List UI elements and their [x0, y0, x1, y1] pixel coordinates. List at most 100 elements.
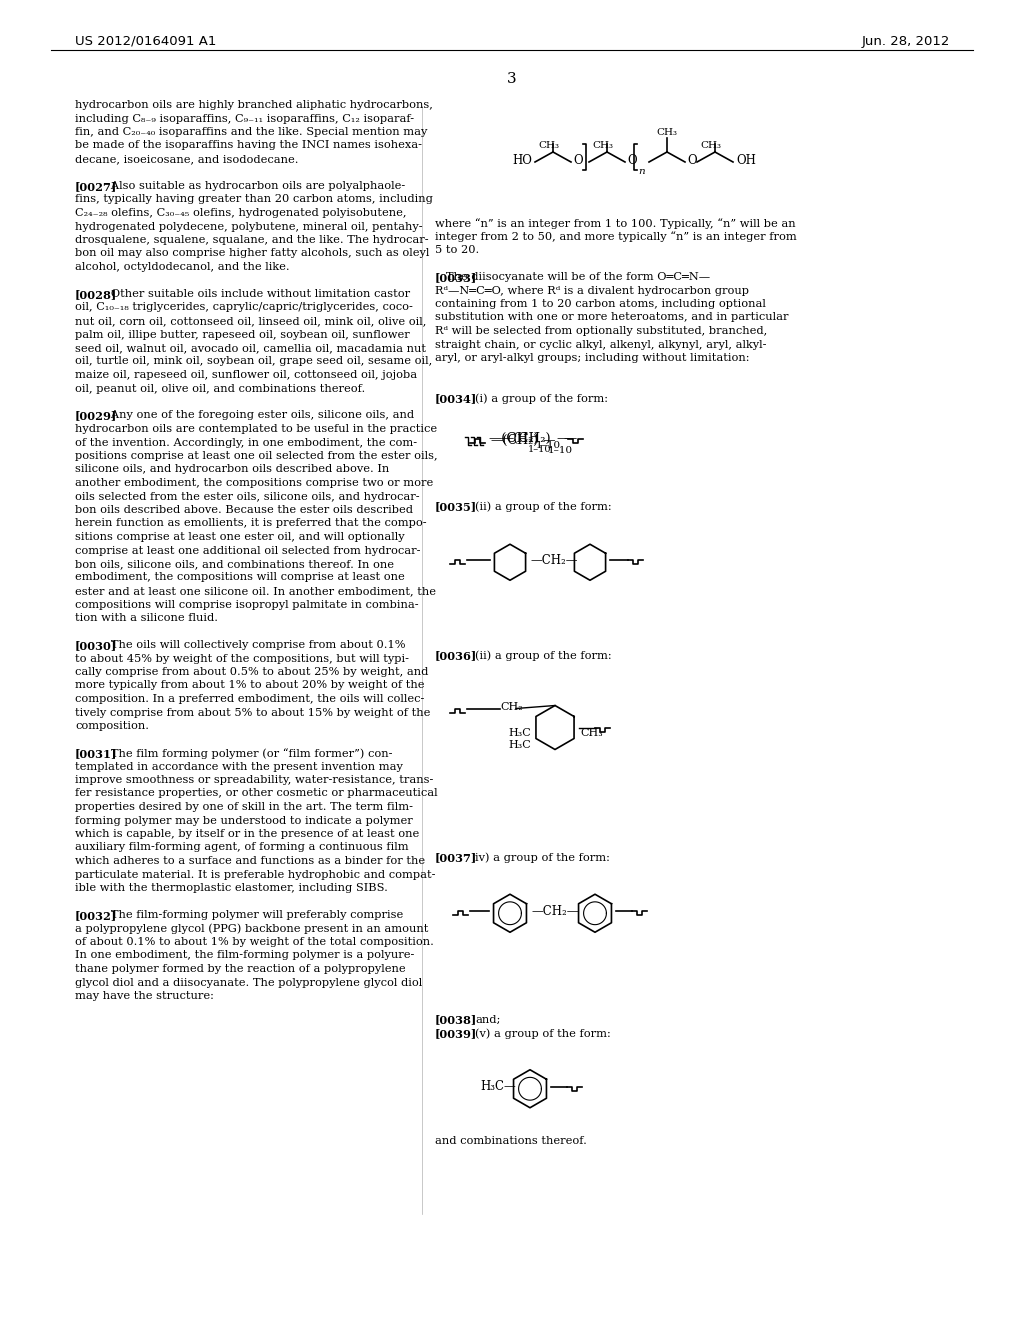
Text: —CH₂—: —CH₂— [530, 554, 578, 566]
Text: comprise at least one additional oil selected from hydrocar-: comprise at least one additional oil sel… [75, 545, 421, 556]
Text: forming polymer may be understood to indicate a polymer: forming polymer may be understood to ind… [75, 816, 413, 825]
Text: —: — [556, 432, 569, 445]
Text: another embodiment, the compositions comprise two or more: another embodiment, the compositions com… [75, 478, 433, 488]
Text: [0032]: [0032] [75, 909, 118, 921]
Text: H₃C: H₃C [508, 727, 530, 738]
Text: hydrogenated polydecene, polybutene, mineral oil, pentahy-: hydrogenated polydecene, polybutene, min… [75, 222, 423, 231]
Text: embodiment, the compositions will comprise at least one: embodiment, the compositions will compri… [75, 573, 404, 582]
Text: straight chain, or cyclic alkyl, alkenyl, alkynyl, aryl, alkyl-: straight chain, or cyclic alkyl, alkenyl… [435, 339, 767, 350]
Text: [0038]: [0038] [435, 1015, 477, 1026]
Text: Also suitable as hydrocarbon oils are polyalphaole-: Also suitable as hydrocarbon oils are po… [100, 181, 406, 191]
Text: [0035]: [0035] [435, 502, 477, 512]
Text: oil, C₁₀₋₁₈ triglycerides, caprylic/capric/triglycerides, coco-: oil, C₁₀₋₁₈ triglycerides, caprylic/capr… [75, 302, 413, 313]
Text: [0027]: [0027] [75, 181, 118, 191]
Text: auxiliary film-forming agent, of forming a continuous film: auxiliary film-forming agent, of forming… [75, 842, 409, 853]
Text: oil, peanut oil, olive oil, and combinations thereof.: oil, peanut oil, olive oil, and combinat… [75, 384, 366, 393]
Text: including C₈₋₉ isoparaffins, C₉₋₁₁ isoparaffins, C₁₂ isoparaf-: including C₈₋₉ isoparaffins, C₉₋₁₁ isopa… [75, 114, 414, 124]
Text: Other suitable oils include without limitation castor: Other suitable oils include without limi… [100, 289, 411, 300]
Text: positions comprise at least one oil selected from the ester oils,: positions comprise at least one oil sele… [75, 451, 437, 461]
Text: CH₃: CH₃ [539, 141, 559, 150]
Text: [0030]: [0030] [75, 640, 118, 651]
Text: fin, and C₂₀₋₄₀ isoparaffins and the like. Special mention may: fin, and C₂₀₋₄₀ isoparaffins and the lik… [75, 127, 427, 137]
Text: to about 45% by weight of the compositions, but will typi-: to about 45% by weight of the compositio… [75, 653, 409, 664]
Text: glycol diol and a diisocyanate. The polypropylene glycol diol: glycol diol and a diisocyanate. The poly… [75, 978, 422, 987]
Text: properties desired by one of skill in the art. The term film-: properties desired by one of skill in th… [75, 803, 413, 812]
Text: [0029]: [0029] [75, 411, 118, 421]
Text: Any one of the foregoing ester oils, silicone oils, and: Any one of the foregoing ester oils, sil… [100, 411, 415, 421]
Text: bon oil may also comprise higher fatty alcohols, such as oleyl: bon oil may also comprise higher fatty a… [75, 248, 429, 259]
Text: and combinations thereof.: and combinations thereof. [435, 1137, 587, 1146]
Text: substitution with one or more heteroatoms, and in particular: substitution with one or more heteroatom… [435, 313, 788, 322]
Text: nut oil, corn oil, cottonseed oil, linseed oil, mink oil, olive oil,: nut oil, corn oil, cottonseed oil, linse… [75, 315, 426, 326]
Text: may have the structure:: may have the structure: [75, 991, 214, 1001]
Text: C₂₄₋₂₈ olefins, C₃₀₋₄₅ olefins, hydrogenated polyisobutene,: C₂₄₋₂₈ olefins, C₃₀₋₄₅ olefins, hydrogen… [75, 209, 407, 218]
Text: Jun. 28, 2012: Jun. 28, 2012 [861, 36, 950, 48]
Text: particulate material. It is preferable hydrophobic and compat-: particulate material. It is preferable h… [75, 870, 435, 879]
Text: [0028]: [0028] [75, 289, 118, 300]
Text: ester and at least one silicone oil. In another embodiment, the: ester and at least one silicone oil. In … [75, 586, 436, 597]
Text: CH₃: CH₃ [656, 128, 678, 137]
Text: decane, isoeicosane, and isododecane.: decane, isoeicosane, and isododecane. [75, 154, 299, 164]
Text: where “n” is an integer from 1 to 100. Typically, “n” will be an: where “n” is an integer from 1 to 100. T… [435, 218, 796, 228]
Text: aryl, or aryl-alkyl groups; including without limitation:: aryl, or aryl-alkyl groups; including wi… [435, 352, 750, 363]
Text: —: — [542, 434, 555, 447]
Text: —(CH₂): —(CH₂) [488, 432, 539, 445]
Text: tion with a silicone fluid.: tion with a silicone fluid. [75, 612, 218, 623]
Text: Rᵈ will be selected from optionally substituted, branched,: Rᵈ will be selected from optionally subs… [435, 326, 767, 337]
Text: which is capable, by itself or in the presence of at least one: which is capable, by itself or in the pr… [75, 829, 419, 840]
Text: O: O [627, 153, 637, 166]
Text: improve smoothness or spreadability, water-resistance, trans-: improve smoothness or spreadability, wat… [75, 775, 433, 785]
Text: more typically from about 1% to about 20% by weight of the: more typically from about 1% to about 20… [75, 681, 425, 690]
Text: 1–10: 1–10 [536, 441, 561, 450]
Text: composition. In a preferred embodiment, the oils will collec-: composition. In a preferred embodiment, … [75, 694, 424, 704]
Text: (ii) a group of the form:: (ii) a group of the form: [475, 502, 611, 512]
Text: templated in accordance with the present invention may: templated in accordance with the present… [75, 762, 402, 771]
Text: CH₂: CH₂ [500, 701, 522, 711]
Text: hydrocarbon oils are highly branched aliphatic hydrocarbons,: hydrocarbon oils are highly branched ali… [75, 100, 433, 110]
Text: be made of the isoparaffins having the INCI names isohexa-: be made of the isoparaffins having the I… [75, 140, 422, 150]
Text: compositions will comprise isopropyl palmitate in combina-: compositions will comprise isopropyl pal… [75, 599, 419, 610]
Text: [0031]: [0031] [75, 748, 118, 759]
Text: O: O [573, 153, 583, 166]
Text: CH₃: CH₃ [700, 141, 722, 150]
Text: alcohol, octyldodecanol, and the like.: alcohol, octyldodecanol, and the like. [75, 261, 290, 272]
Text: which adheres to a surface and functions as a binder for the: which adheres to a surface and functions… [75, 855, 425, 866]
Text: The oils will collectively comprise from about 0.1%: The oils will collectively comprise from… [100, 640, 406, 649]
Text: fins, typically having greater than 20 carbon atoms, including: fins, typically having greater than 20 c… [75, 194, 433, 205]
Text: The film-forming polymer will preferably comprise: The film-forming polymer will preferably… [100, 909, 403, 920]
Text: and;: and; [475, 1015, 501, 1024]
Text: ible with the thermoplastic elastomer, including SIBS.: ible with the thermoplastic elastomer, i… [75, 883, 388, 894]
Text: CH₃: CH₃ [580, 727, 603, 738]
Text: 3: 3 [507, 73, 517, 86]
Text: The film forming polymer (or “film former”) con-: The film forming polymer (or “film forme… [100, 748, 392, 759]
Text: containing from 1 to 20 carbon atoms, including optional: containing from 1 to 20 carbon atoms, in… [435, 300, 766, 309]
Text: (i) a group of the form:: (i) a group of the form: [475, 393, 608, 404]
Text: —(CH₂): —(CH₂) [500, 432, 551, 445]
Text: maize oil, rapeseed oil, sunflower oil, cottonseed oil, jojoba: maize oil, rapeseed oil, sunflower oil, … [75, 370, 417, 380]
Text: [0036]: [0036] [435, 649, 477, 661]
Text: tively comprise from about 5% to about 15% by weight of the: tively comprise from about 5% to about 1… [75, 708, 430, 718]
Text: of the invention. Accordingly, in one embodiment, the com-: of the invention. Accordingly, in one em… [75, 437, 417, 447]
Text: n: n [638, 168, 645, 176]
Text: —(CH₂): —(CH₂) [490, 434, 538, 447]
Text: O: O [687, 153, 696, 166]
Text: [0034]: [0034] [435, 393, 477, 404]
Text: herein function as emollients, it is preferred that the compo-: herein function as emollients, it is pre… [75, 519, 427, 528]
Text: iv) a group of the form:: iv) a group of the form: [475, 853, 610, 863]
Text: 1–10: 1–10 [528, 445, 552, 454]
Text: —CH₂—: —CH₂— [531, 904, 579, 917]
Text: —: — [563, 432, 577, 445]
Text: (ii) a group of the form:: (ii) a group of the form: [475, 649, 611, 660]
Text: (v) a group of the form:: (v) a group of the form: [475, 1028, 610, 1039]
Text: of about 0.1% to about 1% by weight of the total composition.: of about 0.1% to about 1% by weight of t… [75, 937, 434, 946]
Text: seed oil, walnut oil, avocado oil, camellia oil, macadamia nut: seed oil, walnut oil, avocado oil, camel… [75, 343, 426, 352]
Text: integer from 2 to 50, and more typically “n” is an integer from: integer from 2 to 50, and more typically… [435, 231, 797, 243]
Text: bon oils described above. Because the ester oils described: bon oils described above. Because the es… [75, 506, 413, 515]
Text: In one embodiment, the film-forming polymer is a polyure-: In one embodiment, the film-forming poly… [75, 950, 415, 961]
Text: bon oils, silicone oils, and combinations thereof. In one: bon oils, silicone oils, and combination… [75, 558, 394, 569]
Text: [0033]: [0033] [435, 272, 477, 282]
Text: 5 to 20.: 5 to 20. [435, 246, 479, 255]
Text: a polypropylene glycol (PPG) backbone present in an amount: a polypropylene glycol (PPG) backbone pr… [75, 924, 428, 935]
Text: composition.: composition. [75, 721, 150, 731]
Text: oils selected from the ester oils, silicone oils, and hydrocar-: oils selected from the ester oils, silic… [75, 491, 420, 502]
